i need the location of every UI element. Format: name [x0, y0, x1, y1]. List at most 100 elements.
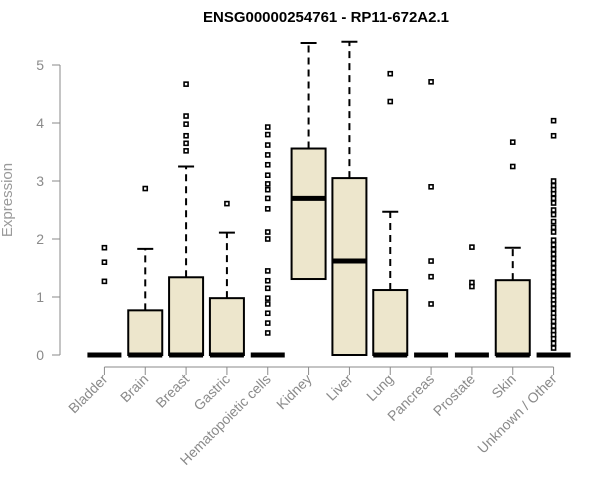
box-iqr — [208, 297, 245, 357]
outlier-point — [550, 207, 557, 213]
box-iqr — [331, 177, 368, 356]
outlier-point — [550, 117, 557, 124]
outlier-point — [264, 161, 271, 168]
outlier-point — [264, 320, 271, 326]
outlier-point — [550, 283, 557, 290]
outlier-point — [387, 70, 394, 77]
y-tick-label: 1 — [36, 289, 44, 305]
outlier-point — [550, 229, 557, 235]
outlier-point — [550, 242, 557, 248]
y-axis-label: Expression — [0, 163, 16, 237]
outlier-point — [264, 152, 271, 158]
outlier-point — [469, 244, 475, 250]
outlier-point — [550, 200, 557, 206]
outlier-point — [264, 285, 271, 292]
x-tick-label: Breast — [152, 371, 192, 411]
outlier-point — [550, 340, 557, 347]
outlier-point — [264, 142, 271, 148]
outlier-point — [550, 318, 557, 325]
outlier-point — [264, 195, 271, 202]
outlier-point — [183, 148, 189, 154]
box-brain — [127, 185, 164, 358]
outlier-point — [550, 345, 557, 351]
outlier-point — [550, 224, 557, 231]
outlier-point — [428, 273, 434, 280]
outlier-point — [264, 186, 271, 193]
outlier-point — [428, 301, 434, 307]
box-liver — [331, 40, 368, 356]
outlier-point — [550, 211, 557, 218]
outlier-point — [183, 121, 189, 127]
box-pancreas — [414, 79, 449, 358]
box-iqr — [494, 279, 531, 356]
x-tick-label: Lung — [363, 371, 396, 404]
outlier-point — [264, 330, 271, 336]
x-tick-label: Skin — [488, 371, 519, 402]
outlier-point — [101, 278, 108, 285]
outlier-point — [264, 229, 271, 235]
box-iqr — [127, 309, 164, 356]
outlier-point — [550, 237, 557, 243]
box-unknown-other — [536, 117, 571, 358]
outlier-point — [428, 79, 434, 85]
outlier-point — [550, 305, 557, 312]
outlier-point — [264, 181, 271, 187]
box-gastric — [208, 200, 245, 358]
outlier-point — [183, 140, 189, 147]
outlier-point — [550, 279, 557, 285]
outlier-point — [264, 206, 271, 212]
box-kidney — [290, 41, 327, 281]
outlier-point — [509, 163, 516, 170]
y-axis: 0 1 2 3 4 5 — [36, 57, 61, 363]
outlier-point — [224, 200, 230, 207]
outlier-point — [428, 184, 434, 190]
outlier-point — [509, 139, 516, 145]
box-iqr — [372, 289, 409, 357]
outlier-point — [264, 295, 271, 301]
outlier-point — [264, 301, 271, 307]
outlier-point — [264, 236, 271, 242]
box-prostate — [454, 244, 489, 358]
y-tick-label: 3 — [36, 173, 44, 189]
outlier-point — [264, 310, 271, 317]
outlier-point — [101, 244, 108, 251]
outlier-point — [264, 268, 271, 274]
outlier-point — [550, 178, 557, 184]
x-tick-label: Bladder — [65, 371, 111, 417]
outlier-point — [264, 277, 271, 284]
y-tick-label: 5 — [36, 57, 44, 73]
outlier-point — [550, 251, 557, 257]
box-iqr — [168, 276, 205, 356]
outlier-point — [183, 132, 189, 139]
box-bladder — [87, 244, 122, 358]
chart-title: ENSG00000254761 - RP11-672A2.1 — [203, 9, 449, 26]
outlier-point — [142, 185, 149, 192]
outlier-point — [387, 98, 394, 105]
outlier-point — [550, 265, 557, 271]
outlier-point — [550, 301, 557, 307]
y-tick-label: 4 — [36, 115, 44, 131]
outlier-point — [101, 259, 108, 266]
outlier-point — [264, 172, 271, 178]
outlier-point — [550, 190, 557, 197]
y-tick-label: 0 — [36, 347, 44, 363]
outlier-point — [264, 131, 271, 138]
outlier-point — [550, 260, 557, 267]
x-tick-label: Prostate — [430, 371, 478, 419]
outlier-point — [264, 124, 271, 130]
x-tick-label: Kidney — [273, 371, 315, 413]
outlier-point — [550, 255, 557, 262]
boxes-group — [87, 40, 571, 358]
y-tick-label: 2 — [36, 231, 44, 247]
box-breast — [168, 81, 205, 358]
box-hematopoietic-cells — [250, 124, 285, 358]
x-tick-label: Liver — [323, 371, 356, 404]
outlier-point — [550, 246, 557, 253]
box-skin — [494, 139, 531, 358]
outlier-point — [550, 218, 557, 225]
x-tick-label: Brain — [117, 371, 151, 405]
box-lung — [372, 70, 409, 358]
